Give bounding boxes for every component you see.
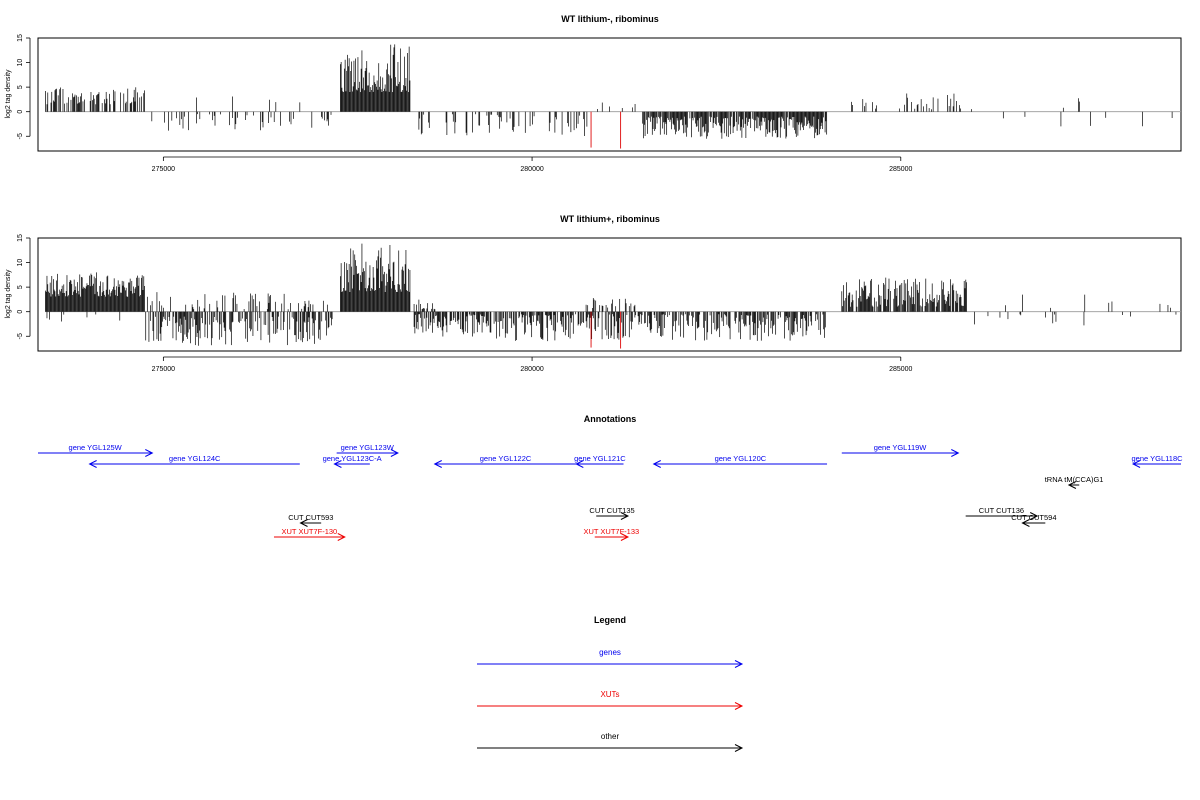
legend-label: other — [601, 732, 620, 741]
annotation-features: gene YGL125W gene YGL124C gene YGL123W gene… — [38, 443, 1183, 541]
annotation-feature: gene YGL118C — [1131, 454, 1184, 468]
track-panel-lithium-plus: WT lithium+, ribominus -5 0 5 10 15 275000 28… — [5, 214, 1182, 373]
y-tick-label: 5 — [17, 285, 24, 289]
annotation-feature: gene YGL121C — [574, 454, 626, 468]
feature-arrow-head — [433, 460, 442, 468]
legend-entry: XUTs — [477, 690, 744, 710]
feature-label: CUT CUT136 — [979, 506, 1024, 515]
y-tick-label: -5 — [17, 133, 24, 139]
annotation-feature: tRNA tM(CCA)G1 — [1045, 475, 1104, 489]
x-axis: 275000 280000 285000 — [152, 156, 913, 173]
y-tick-label: 10 — [17, 259, 24, 267]
annotation-feature: XUT XUT7F-130 — [273, 527, 346, 541]
legend-arrow-head — [734, 660, 744, 668]
panel-title: WT lithium-, ribominus — [561, 14, 659, 24]
x-tick-label: 285000 — [889, 366, 912, 373]
feature-arrow-head — [1021, 519, 1030, 527]
feature-label: XUT XUT7F-133 — [583, 527, 639, 536]
x-tick-label: 285000 — [889, 166, 912, 173]
feature-arrow-head — [337, 533, 346, 541]
annotation-feature: gene YGL119W — [841, 443, 960, 457]
bar-group — [45, 243, 1181, 349]
feature-arrow-head — [145, 449, 154, 457]
legend-arrow-head — [734, 744, 744, 752]
annotation-feature: CUT CUT135 — [589, 506, 635, 520]
legend-title: Legend — [594, 615, 626, 625]
feature-arrow-head — [299, 519, 308, 527]
feature-label: gene YGL121C — [574, 454, 626, 463]
feature-label: gene YGL120C — [715, 454, 767, 463]
feature-label: CUT CUT593 — [288, 513, 333, 522]
y-tick-label: 0 — [17, 110, 24, 114]
y-axis: -5 0 5 10 15 — [17, 234, 31, 339]
feature-arrow-head — [620, 533, 630, 541]
feature-label: gene YGL122C — [480, 454, 532, 463]
annotation-feature: gene YGL123W — [336, 443, 399, 457]
feature-label: gene YGL119W — [874, 443, 928, 452]
y-tick-label: 10 — [17, 59, 24, 67]
y-tick-label: 5 — [17, 85, 24, 89]
feature-arrow-head — [88, 460, 97, 468]
feature-arrow-head — [390, 449, 399, 457]
y-axis-label: log2 tag density — [5, 269, 12, 319]
legend-entries: genes XUTs other — [477, 648, 744, 752]
feature-label: XUT XUT7F-130 — [282, 527, 338, 536]
annotation-feature: XUT XUT7F-133 — [583, 527, 639, 541]
x-tick-label: 280000 — [520, 166, 543, 173]
y-tick-label: 15 — [17, 234, 24, 242]
feature-label: gene YGL125W — [69, 443, 123, 452]
legend-entry: other — [477, 732, 744, 752]
annotation-feature: gene YGL124C — [88, 454, 300, 468]
feature-arrow-head — [652, 460, 661, 468]
feature-arrow-head — [951, 449, 960, 457]
feature-label: CUT CUT135 — [589, 506, 634, 515]
y-tick-label: -5 — [17, 333, 24, 339]
annotation-feature: gene YGL122C — [433, 454, 577, 468]
feature-arrow-head — [575, 460, 584, 468]
x-tick-label: 275000 — [152, 366, 175, 373]
x-axis: 275000 280000 285000 — [152, 356, 913, 373]
feature-label: CUT CUT594 — [1011, 513, 1056, 522]
feature-label: gene YGL123W — [341, 443, 395, 452]
annotation-feature: CUT CUT136 — [965, 506, 1039, 520]
feature-label: gene YGL124C — [169, 454, 221, 463]
legend-arrow-head — [734, 702, 744, 710]
annotation-feature: gene YGL120C — [652, 454, 828, 468]
feature-label: gene YGL123C-A — [323, 454, 382, 463]
legend-label: XUTs — [600, 690, 619, 699]
feature-label: gene YGL118C — [1132, 454, 1184, 463]
feature-label: tRNA tM(CCA)G1 — [1045, 475, 1104, 484]
legend: Legend genes XUTs other — [477, 615, 744, 752]
track-panel-lithium-minus: WT lithium-, ribominus -5 0 5 10 15 275000 28… — [5, 14, 1182, 173]
y-tick-label: 0 — [17, 310, 24, 314]
plot-frame — [37, 37, 1182, 152]
feature-arrow-head — [1131, 460, 1141, 468]
feature-arrow-head — [1067, 481, 1077, 489]
y-tick-label: 15 — [17, 34, 24, 42]
bar-group — [45, 44, 1181, 149]
annotation-feature: gene YGL125W — [38, 443, 154, 457]
annotation-feature: CUT CUT594 — [1011, 513, 1057, 527]
plot-frame — [37, 237, 1182, 352]
annotation-feature: CUT CUT593 — [288, 513, 333, 527]
annotations-title: Annotations — [584, 414, 637, 424]
feature-arrow-head — [620, 512, 630, 520]
feature-arrow-head — [1029, 512, 1039, 520]
x-tick-label: 280000 — [520, 366, 543, 373]
legend-entry: genes — [477, 648, 744, 668]
y-axis-label: log2 tag density — [5, 69, 12, 119]
feature-arrow-head — [333, 460, 342, 468]
annotation-feature: gene YGL123C-A — [323, 454, 382, 468]
y-axis: -5 0 5 10 15 — [17, 34, 31, 139]
panel-title: WT lithium+, ribominus — [560, 214, 660, 224]
x-tick-label: 275000 — [152, 166, 175, 173]
legend-label: genes — [599, 648, 621, 657]
